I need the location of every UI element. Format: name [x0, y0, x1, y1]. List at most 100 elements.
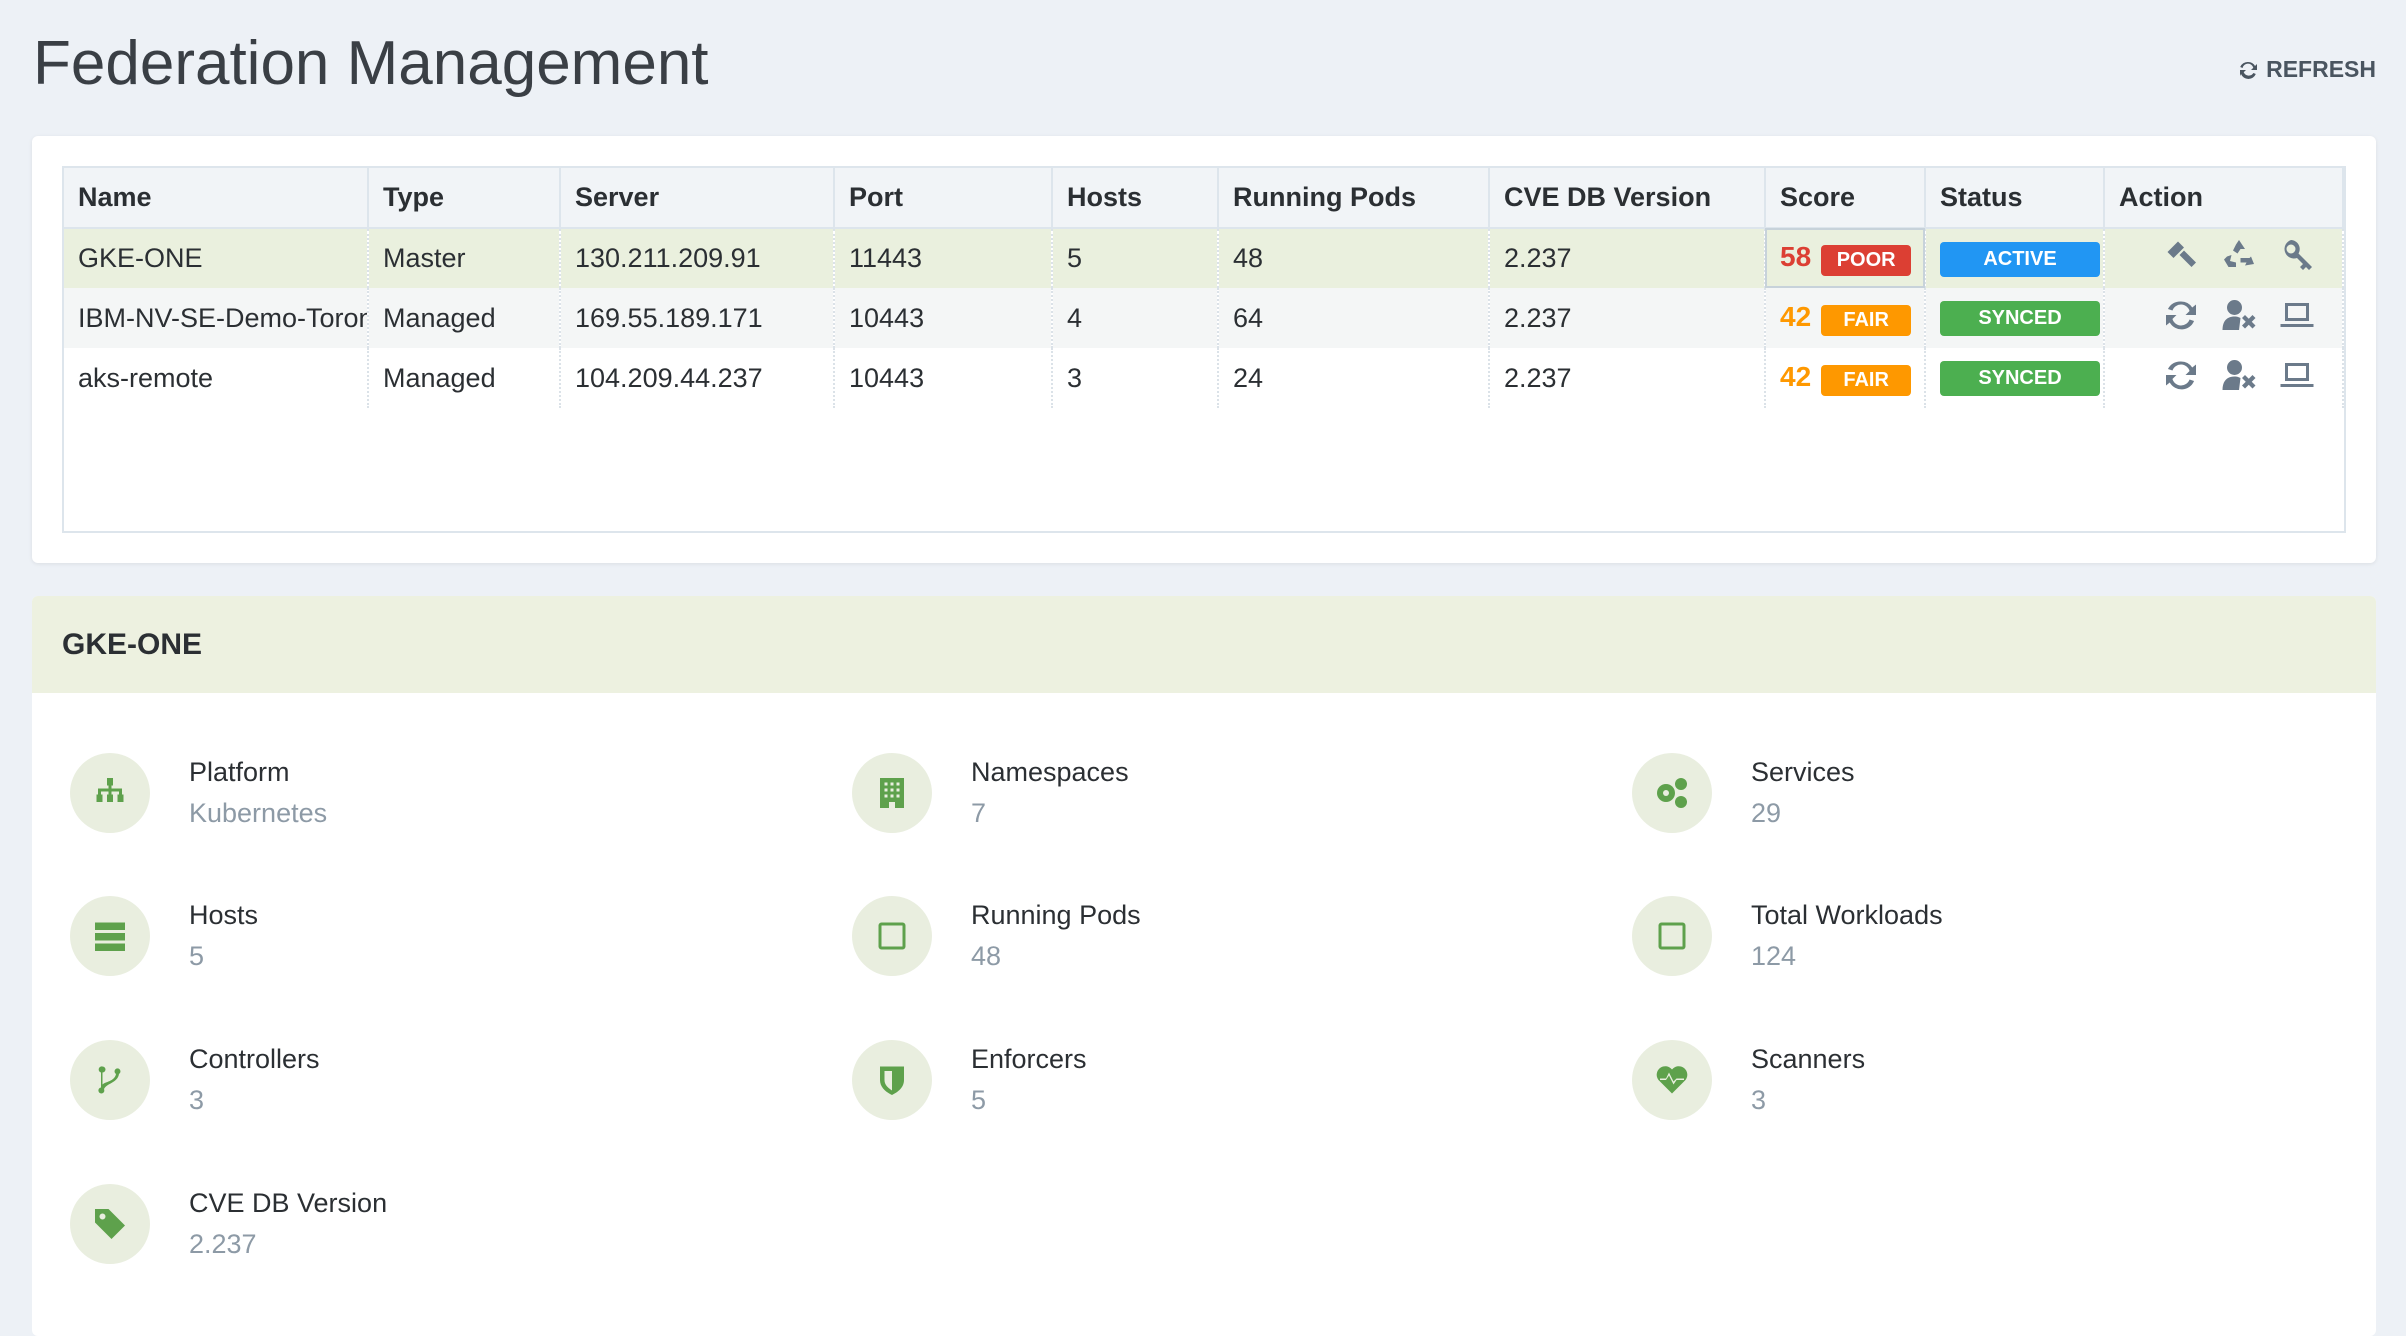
column-header[interactable]: Score [1765, 168, 1926, 229]
stat-services: Services 29 [1632, 753, 1855, 833]
stat-icon-circle [852, 753, 932, 833]
stat-text: Platform Kubernetes [189, 757, 327, 829]
refresh-label: REFRESH [2266, 56, 2376, 82]
stat-enforcers: Enforcers 5 [852, 1040, 1087, 1120]
column-header[interactable]: Hosts [1052, 168, 1219, 229]
cell-status: ACTIVE [1925, 228, 2105, 288]
column-header[interactable]: Status [1925, 168, 2105, 229]
stat-label: Platform [189, 757, 290, 787]
cell-server: 130.211.209.91 [560, 228, 835, 288]
sync-button[interactable] [2163, 357, 2199, 400]
status-badge: SYNCED [1940, 361, 2100, 396]
column-header[interactable]: CVE DB Version [1489, 168, 1766, 229]
stat-text: Total Workloads 124 [1751, 900, 1943, 972]
cell-server: 169.55.189.171 [560, 288, 835, 348]
table-row[interactable]: aks-remote Managed 104.209.44.237 10443 3 24 2… [64, 348, 2344, 408]
remove-user-button[interactable] [2221, 297, 2257, 340]
stat-icon-circle [1632, 896, 1712, 976]
key-button[interactable] [2279, 237, 2315, 280]
column-header[interactable]: Server [560, 168, 835, 229]
server-icon [95, 922, 125, 951]
sync-icon [2166, 300, 2196, 329]
recycle-button[interactable] [2221, 237, 2257, 280]
stat-value: 124 [1751, 941, 1797, 971]
stat-icon-circle [70, 896, 150, 976]
cell-action [2104, 228, 2344, 288]
cell-port: 10443 [834, 288, 1053, 348]
cell-status: SYNCED [1925, 348, 2105, 408]
stat-text: Namespaces 7 [971, 757, 1129, 829]
shield-icon [880, 1066, 904, 1095]
sync-button[interactable] [2163, 297, 2199, 340]
stat-total-workloads: Total Workloads 124 [1632, 896, 1943, 976]
key-icon [2284, 240, 2312, 270]
score-value: 42 [1780, 300, 1812, 332]
square-icon [1658, 922, 1686, 950]
stat-controllers: Controllers 3 [70, 1040, 320, 1120]
stat-label: Hosts [189, 900, 259, 930]
score-badge: FAIR [1821, 364, 1912, 396]
stat-label: Namespaces [971, 757, 1129, 787]
cell-type: Managed [368, 348, 561, 408]
sync-icon [2166, 360, 2196, 389]
cell-score: 58 POOR [1765, 228, 1926, 288]
remove-user-button[interactable] [2221, 357, 2257, 400]
page-title: Federation Management [33, 29, 709, 98]
gavel-icon [2167, 241, 2196, 267]
status-badge: SYNCED [1940, 301, 2100, 336]
status-badge: ACTIVE [1940, 241, 2100, 277]
score-value: 42 [1780, 360, 1812, 392]
federation-table-card: Name Type Server Port Hosts Running Pods CVE D… [32, 136, 2376, 563]
remove-user-icon [2222, 299, 2256, 330]
laptop-button[interactable] [2279, 357, 2315, 400]
stat-value: 5 [189, 941, 205, 971]
stat-label: Services [1751, 757, 1855, 787]
score-badge: FAIR [1821, 304, 1912, 336]
stat-namespaces: Namespaces 7 [852, 753, 1129, 833]
cell-name: aks-remote [64, 348, 369, 408]
sitemap-icon [96, 778, 124, 802]
stat-text: Enforcers 5 [971, 1044, 1087, 1116]
stat-value: 48 [971, 941, 1002, 971]
refresh-button[interactable]: REFRESH [2236, 56, 2376, 83]
stat-platform: Platform Kubernetes [70, 753, 327, 833]
cell-server: 104.209.44.237 [560, 348, 835, 408]
stat-text: Services 29 [1751, 757, 1855, 829]
heartbeat-icon [1656, 1066, 1688, 1094]
remove-user-icon [2222, 359, 2256, 390]
stat-icon-circle [70, 1184, 150, 1264]
stat-label: Enforcers [971, 1044, 1087, 1074]
stat-text: Controllers 3 [189, 1044, 320, 1116]
column-header[interactable]: Action [2104, 168, 2344, 229]
column-header[interactable]: Name [64, 168, 369, 229]
cell-type: Master [368, 228, 561, 288]
cell-pods: 24 [1218, 348, 1490, 408]
stat-value: 7 [971, 798, 987, 828]
stat-value: 29 [1751, 798, 1782, 828]
column-header[interactable]: Running Pods [1218, 168, 1490, 229]
column-header[interactable]: Port [834, 168, 1053, 229]
table-row[interactable]: IBM-NV-SE-Demo-Toronto Managed 169.55.189.… [64, 288, 2344, 348]
table-header: Name Type Server Port Hosts Running Pods CVE D… [64, 168, 2344, 229]
gavel-button[interactable] [2163, 237, 2199, 280]
cell-hosts: 5 [1052, 228, 1219, 288]
cell-name: IBM-NV-SE-Demo-Toronto [64, 288, 369, 348]
stat-label: Controllers [189, 1044, 320, 1074]
gears-icon [1657, 778, 1687, 808]
column-header[interactable]: Type [368, 168, 561, 229]
square-icon [878, 922, 906, 950]
laptop-button[interactable] [2279, 297, 2315, 340]
cell-port: 11443 [834, 228, 1053, 288]
tag-icon [95, 1209, 125, 1239]
recycle-icon [2224, 240, 2254, 267]
stat-cve-db-version: CVE DB Version 2.237 [70, 1184, 387, 1264]
stat-text: Hosts 5 [189, 900, 258, 972]
laptop-icon [2280, 302, 2314, 327]
stat-text: Scanners 3 [1751, 1044, 1865, 1116]
cluster-detail-card: GKE-ONE Platform Kubernetes Namespaces 7 Ser… [32, 596, 2376, 1336]
branch-icon [98, 1066, 121, 1094]
clusters-table: Name Type Server Port Hosts Running Pods CVE D… [64, 168, 2344, 408]
table-container: Name Type Server Port Hosts Running Pods CVE D… [62, 166, 2346, 533]
cell-score: 42 FAIR [1765, 348, 1926, 408]
table-row[interactable]: GKE-ONE Master 130.211.209.91 11443 5 48 2.237… [64, 228, 2344, 288]
